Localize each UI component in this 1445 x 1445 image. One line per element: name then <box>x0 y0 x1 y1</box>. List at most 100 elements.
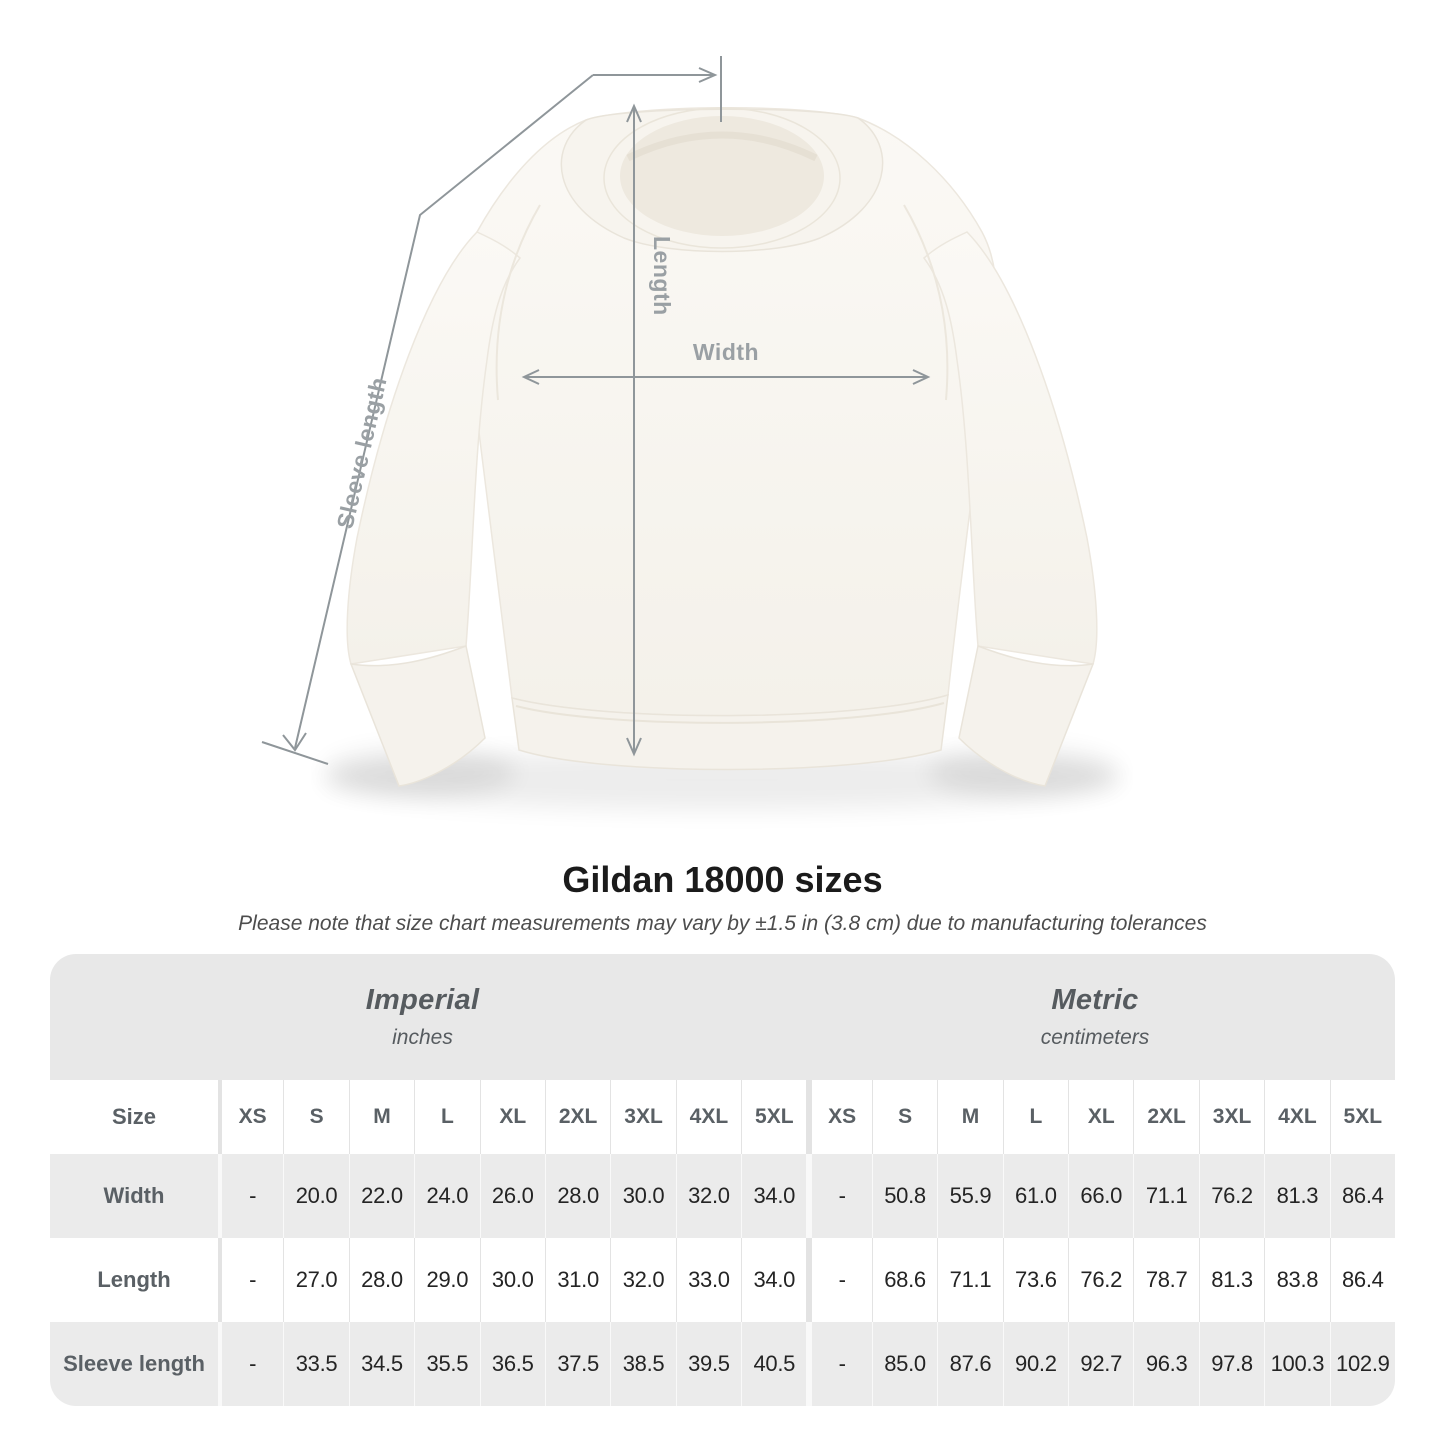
cell: - <box>218 1154 283 1239</box>
cell: 27.0 <box>283 1238 348 1323</box>
cell: - <box>806 1322 871 1407</box>
cell: 30.0 <box>610 1154 675 1239</box>
cell: 66.0 <box>1068 1154 1133 1239</box>
size-header: L <box>1002 1080 1068 1155</box>
size-header: XS <box>806 1080 871 1155</box>
cell: 30.0 <box>479 1238 545 1323</box>
size-header: 4XL <box>1264 1080 1329 1155</box>
size-header-row: Size XS S M L XL 2XL 3XL 4XL 5XL XS S M … <box>50 1080 1395 1155</box>
length-arrow-up-icon <box>626 103 642 123</box>
cell: 22.0 <box>348 1154 414 1239</box>
cell: 85.0 <box>871 1322 937 1407</box>
length-arrow-down-icon <box>626 737 642 757</box>
cell: 34.0 <box>741 1238 806 1323</box>
metric-unit: centimeters <box>1040 1026 1150 1050</box>
imperial-title: Imperial <box>365 984 480 1017</box>
cell: 40.5 <box>741 1322 806 1407</box>
cell: 96.3 <box>1133 1322 1198 1407</box>
sleeve-end-tick <box>261 741 329 765</box>
cell: - <box>806 1154 871 1239</box>
size-header: 2XL <box>544 1080 610 1155</box>
cell: 68.6 <box>871 1238 937 1323</box>
cell: 97.8 <box>1198 1322 1264 1407</box>
product-photo-area: Width Length Sleeve length <box>261 56 1122 810</box>
size-header: S <box>871 1080 937 1155</box>
cell: 78.7 <box>1133 1238 1198 1323</box>
cell: 32.0 <box>610 1238 675 1323</box>
drop-shadow <box>322 748 1122 810</box>
cell: 34.5 <box>348 1322 414 1407</box>
metric-title: Metric <box>1051 984 1139 1017</box>
cell: 32.0 <box>675 1154 741 1239</box>
cell: 26.0 <box>479 1154 545 1239</box>
cell: - <box>806 1238 871 1323</box>
tolerance-note: Please note that size chart measurements… <box>238 912 1207 936</box>
width-label: Width <box>693 339 759 365</box>
size-header: S <box>283 1080 348 1155</box>
sleeve-arrowhead-icon <box>282 732 307 752</box>
cell: 39.5 <box>675 1322 741 1407</box>
size-header: XL <box>1068 1080 1133 1155</box>
unit-header-band: Imperial inches Metric centimeters <box>50 954 1395 1081</box>
row-label: Length <box>97 1267 171 1293</box>
cell: 38.5 <box>610 1322 675 1407</box>
collar <box>560 107 884 253</box>
cell: - <box>218 1238 283 1323</box>
size-header: XS <box>218 1080 283 1155</box>
size-chart-table: Imperial inches Metric centimeters Size … <box>50 954 1395 1407</box>
size-header: 4XL <box>675 1080 741 1155</box>
size-column-header: Size <box>111 1104 157 1130</box>
table-row-length: Length - 27.0 28.0 29.0 30.0 31.0 32.0 3… <box>50 1238 1395 1323</box>
cell: 61.0 <box>1002 1154 1068 1239</box>
cell: 28.0 <box>544 1154 610 1239</box>
size-header: 5XL <box>741 1080 806 1155</box>
top-arrowhead-icon <box>698 67 718 83</box>
cell: 86.4 <box>1329 1154 1395 1239</box>
metric-header: Metric centimeters <box>795 954 1395 1080</box>
size-header: XL <box>479 1080 545 1155</box>
imperial-header: Imperial inches <box>50 954 795 1080</box>
row-label: Sleeve length <box>63 1351 205 1377</box>
cell: 36.5 <box>479 1322 545 1407</box>
right-cuff <box>958 644 1095 787</box>
width-arrow-left-icon <box>521 369 540 385</box>
cell: 86.4 <box>1329 1238 1395 1323</box>
row-label: Width <box>103 1183 165 1209</box>
cell: 73.6 <box>1002 1238 1068 1323</box>
size-header: 2XL <box>1133 1080 1198 1155</box>
size-header: 5XL <box>1329 1080 1395 1155</box>
cell: 24.0 <box>414 1154 479 1239</box>
cell: 87.6 <box>937 1322 1002 1407</box>
sweatshirt-illustration <box>346 106 1098 787</box>
cell: 81.3 <box>1264 1154 1329 1239</box>
cell: 76.2 <box>1198 1154 1264 1239</box>
cell: 50.8 <box>871 1154 937 1239</box>
sweatshirt-diagram: Width Length Sleeve length <box>261 56 1122 810</box>
cell: 71.1 <box>1133 1154 1198 1239</box>
cell: 83.8 <box>1264 1238 1329 1323</box>
cell: 28.0 <box>348 1238 414 1323</box>
cell: 31.0 <box>544 1238 610 1323</box>
cell: 34.0 <box>741 1154 806 1239</box>
left-cuff <box>349 644 486 787</box>
cell: 76.2 <box>1068 1238 1133 1323</box>
cell: 71.1 <box>937 1238 1002 1323</box>
cell: 102.9 <box>1329 1322 1395 1407</box>
table-row-sleeve-length: Sleeve length - 33.5 34.5 35.5 36.5 37.5… <box>50 1322 1395 1407</box>
sleeve-length-line <box>294 74 594 749</box>
size-header: M <box>348 1080 414 1155</box>
size-header: 3XL <box>1198 1080 1264 1155</box>
cell: 33.0 <box>675 1238 741 1323</box>
cell: 20.0 <box>283 1154 348 1239</box>
cell: 90.2 <box>1002 1322 1068 1407</box>
cell: 100.3 <box>1264 1322 1329 1407</box>
cell: 37.5 <box>544 1322 610 1407</box>
cell: 92.7 <box>1068 1322 1133 1407</box>
size-header: M <box>937 1080 1002 1155</box>
cell: 81.3 <box>1198 1238 1264 1323</box>
cell: 55.9 <box>937 1154 1002 1239</box>
page-title: Gildan 18000 sizes <box>562 859 883 900</box>
cell: 29.0 <box>414 1238 479 1323</box>
length-label: Length <box>649 236 675 316</box>
imperial-unit: inches <box>392 1026 453 1050</box>
